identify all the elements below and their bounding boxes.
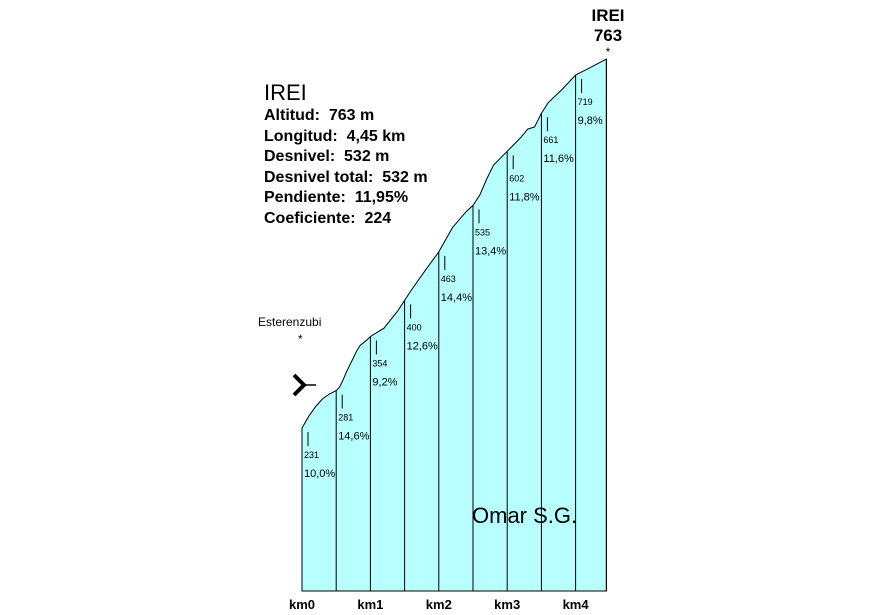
segment-slope: 14,6%: [338, 431, 369, 443]
climb-name: IREI: [264, 80, 307, 105]
segment-altitude: 719: [578, 97, 593, 107]
info-row-pendiente: Pendiente: 11,95%: [264, 188, 428, 209]
info-value: 763 m: [328, 107, 375, 124]
summit-label: IREI 763 *: [578, 6, 638, 58]
segment-altitude: 602: [509, 173, 524, 183]
segment-slope: 11,8%: [509, 191, 540, 203]
km-tick-label: km0: [289, 597, 315, 612]
segment-slope: 14,4%: [441, 292, 472, 304]
info-label: Altitud:: [264, 107, 320, 124]
info-value: 532 m: [382, 168, 428, 186]
segment-altitude: 661: [543, 135, 558, 145]
km-tick-label: km4: [563, 597, 590, 612]
info-label: Pendiente:: [264, 189, 346, 206]
start-marker-icon: *: [298, 332, 303, 346]
info-row-desnivel-total: Desnivel total: 532 m: [264, 168, 428, 189]
climb-info-panel: IREI Altitud: 763 m Longitud: 4,45 km De…: [264, 80, 428, 229]
segment-slope: 9,2%: [372, 376, 397, 388]
direction-arrow-icon: [292, 373, 307, 397]
start-location-name: Esterenzubi: [258, 315, 322, 329]
segment-slope: 9,8%: [578, 115, 603, 127]
info-value: 11,95%: [354, 189, 409, 206]
segment-slope: 10,0%: [304, 468, 335, 480]
info-label: Desnivel total:: [264, 168, 374, 186]
km-tick-label: km3: [494, 597, 520, 612]
info-value: 224: [364, 209, 392, 227]
profile-area: [301, 58, 607, 592]
segment-altitude: 354: [372, 358, 387, 368]
info-label: Desnivel:: [264, 148, 336, 165]
summit-marker-icon: *: [605, 45, 611, 59]
km-tick-label: km1: [357, 597, 383, 612]
info-row-coeficiente: Coeficiente: 224: [264, 209, 428, 230]
segment-altitude: 463: [441, 274, 456, 284]
info-label: Longitud:: [264, 127, 338, 145]
info-value: 532 m: [344, 148, 390, 165]
segment-altitude: 231: [304, 450, 319, 460]
info-row-altitud: Altitud: 763 m: [264, 106, 428, 127]
segment-altitude: 535: [475, 227, 490, 237]
segment-slope: 11,6%: [543, 153, 574, 165]
summit-altitude: 763: [593, 26, 623, 45]
info-label: Coeficiente:: [264, 209, 356, 227]
info-row-longitud: Longitud: 4,45 km: [264, 127, 428, 148]
info-row-desnivel: Desnivel: 532 m: [264, 147, 428, 168]
segment-slope: 12,6%: [407, 340, 438, 352]
km-tick-label: km2: [426, 597, 452, 612]
author-credit: Omar S.G.: [472, 503, 578, 528]
segment-altitude: 400: [407, 322, 422, 332]
segment-slope: 13,4%: [475, 245, 506, 257]
summit-name: IREI: [591, 6, 625, 25]
info-value: 4,45 km: [346, 127, 406, 145]
segment-altitude: 281: [338, 413, 353, 423]
